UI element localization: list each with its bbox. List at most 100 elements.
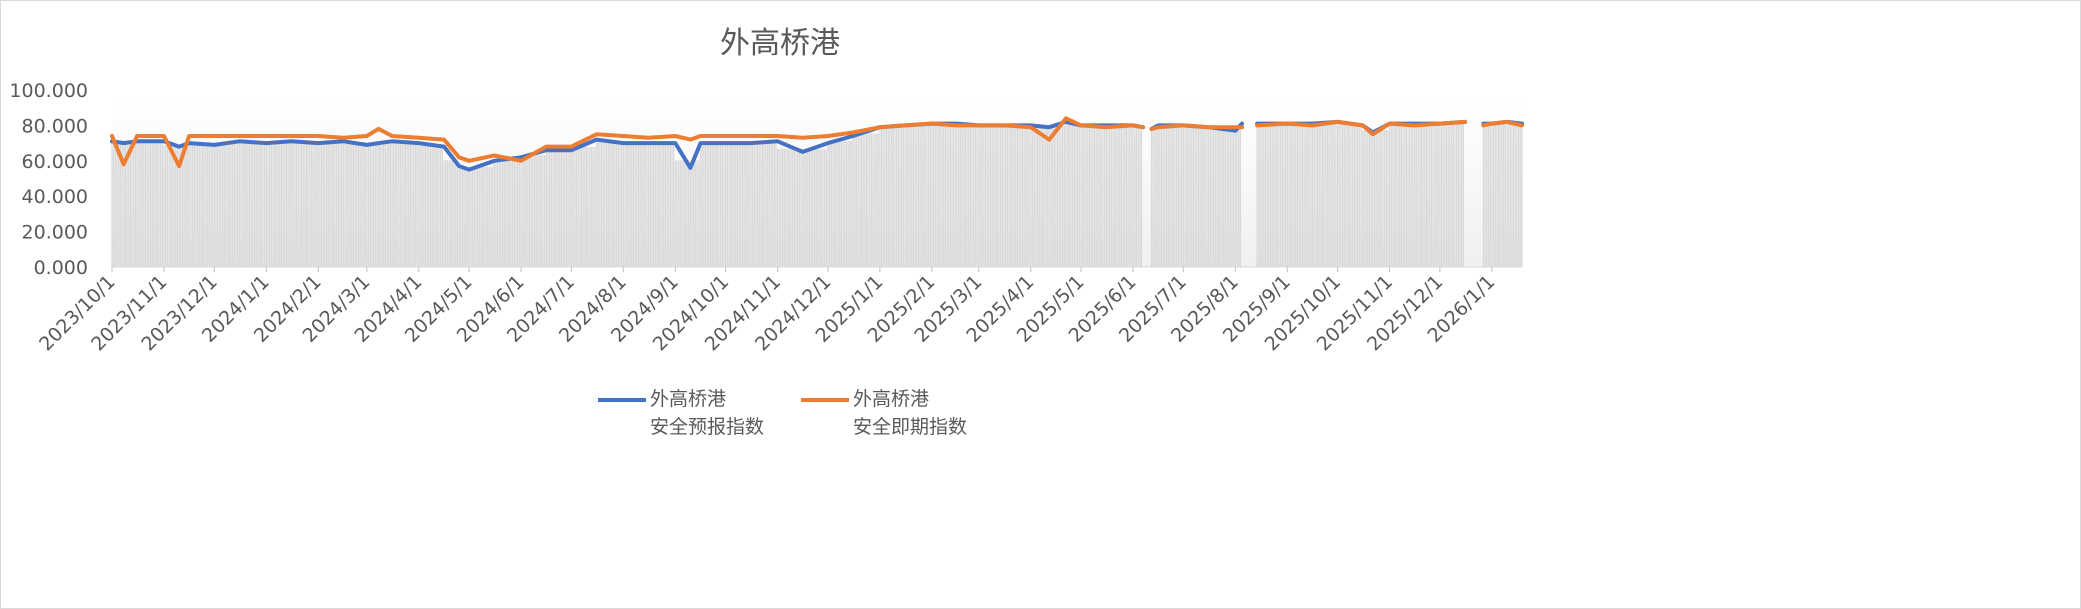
background-bar xyxy=(406,142,408,267)
background-bar xyxy=(1487,123,1490,267)
background-bar xyxy=(1216,129,1218,267)
background-bar xyxy=(584,146,586,267)
background-bar xyxy=(1083,125,1086,268)
background-bar xyxy=(1328,123,1330,267)
background-bar xyxy=(1226,129,1228,267)
background-bar xyxy=(451,160,454,267)
background-bar xyxy=(436,145,438,267)
background-bar xyxy=(1402,123,1404,267)
background-bar xyxy=(1217,129,1220,267)
background-bar xyxy=(1236,128,1238,267)
background-bar xyxy=(322,142,324,267)
background-bar xyxy=(111,142,113,267)
background-bar xyxy=(728,143,730,267)
background-bar xyxy=(818,149,821,267)
background-bar xyxy=(880,126,883,267)
background-bar xyxy=(802,149,804,267)
background-bar xyxy=(834,140,836,267)
background-bar xyxy=(1447,123,1449,267)
background-bar xyxy=(626,143,628,267)
background-bar xyxy=(1420,123,1423,267)
background-bar xyxy=(1132,126,1134,267)
background-bar xyxy=(243,142,246,267)
background-bar xyxy=(1129,125,1131,268)
background-bar xyxy=(944,123,946,267)
background-bar xyxy=(842,140,844,267)
background-bar xyxy=(622,143,625,267)
background-bar xyxy=(1263,123,1265,267)
background-bar xyxy=(294,142,296,267)
legend-item-forecast[interactable]: 外高桥港 安全预报指数 xyxy=(598,385,764,441)
background-bar xyxy=(1268,123,1270,267)
background-bar xyxy=(919,124,921,267)
background-bar xyxy=(149,141,152,267)
background-bar xyxy=(388,142,390,267)
background-bar xyxy=(1227,129,1230,267)
background-bar xyxy=(1513,123,1515,267)
background-bar xyxy=(956,124,958,267)
background-bar xyxy=(629,143,631,267)
background-bar xyxy=(1296,123,1299,267)
background-bar xyxy=(1194,126,1196,267)
background-bar xyxy=(128,142,130,267)
background-bar xyxy=(165,145,167,267)
background-bar xyxy=(275,142,278,267)
background-bar xyxy=(916,124,918,267)
background-bar xyxy=(1020,125,1022,268)
background-bar xyxy=(466,168,469,267)
background-bar xyxy=(485,166,487,267)
background-bar xyxy=(642,143,645,267)
background-bar xyxy=(939,123,941,267)
background-bar xyxy=(1233,129,1235,267)
background-bar xyxy=(1169,125,1171,268)
background-bar xyxy=(1204,126,1206,267)
background-bar xyxy=(978,125,980,268)
background-bar xyxy=(1501,123,1503,267)
background-bar xyxy=(756,142,759,267)
background-bar xyxy=(750,142,752,267)
background-bar xyxy=(268,142,271,267)
background-bar xyxy=(263,142,266,267)
background-bar xyxy=(218,143,221,267)
background-bar xyxy=(1315,123,1317,267)
background-bar xyxy=(897,126,900,267)
background-bar xyxy=(413,142,415,267)
background-bar xyxy=(745,143,747,267)
background-bar xyxy=(594,146,596,267)
background-bar xyxy=(738,143,740,267)
background-bar xyxy=(391,142,393,267)
background-bar xyxy=(668,143,670,267)
background-bar xyxy=(463,168,465,267)
background-bar xyxy=(1407,123,1409,267)
background-bar xyxy=(1404,123,1406,267)
background-bar xyxy=(512,159,514,267)
background-bar xyxy=(399,142,402,267)
legend-item-immediate[interactable]: 外高桥港 安全即期指数 xyxy=(801,385,967,441)
background-bar xyxy=(535,155,537,267)
background-bar xyxy=(351,143,353,267)
background-bar xyxy=(1271,123,1273,267)
background-bar xyxy=(1320,123,1322,267)
background-bar xyxy=(993,125,995,268)
background-bar xyxy=(730,143,732,267)
background-bar xyxy=(170,145,172,267)
background-bar xyxy=(1342,124,1344,267)
background-bar xyxy=(1449,123,1451,267)
background-bar xyxy=(255,142,257,267)
background-bar xyxy=(423,145,425,267)
background-bar xyxy=(347,143,350,267)
background-bar xyxy=(1035,126,1037,267)
background-bar xyxy=(339,142,341,267)
background-bar xyxy=(845,140,848,267)
background-bar xyxy=(1067,124,1069,267)
background-bar xyxy=(822,149,824,267)
background-bar xyxy=(329,142,331,267)
background-bar xyxy=(891,126,893,267)
background-bar xyxy=(922,124,925,267)
background-bar xyxy=(911,124,913,267)
background-bar xyxy=(902,126,905,267)
background-bar xyxy=(1231,129,1233,267)
background-bar xyxy=(657,143,660,267)
background-bar xyxy=(575,146,578,267)
background-bar xyxy=(245,142,247,267)
